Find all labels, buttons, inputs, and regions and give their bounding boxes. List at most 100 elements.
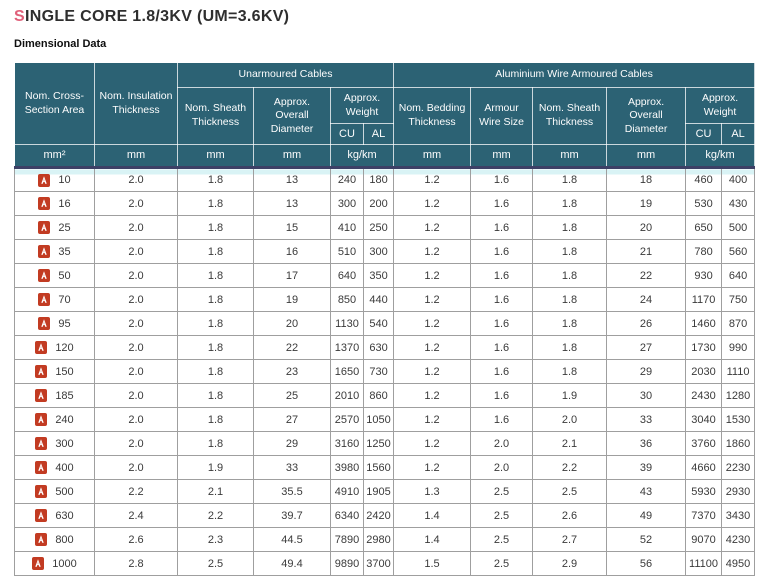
cell: 23 <box>253 359 331 384</box>
pdf-icon[interactable] <box>38 173 51 187</box>
cell: 1.6 <box>470 167 534 192</box>
pdf-icon[interactable] <box>35 437 48 450</box>
header-cross-section-area: Nom. Cross-Section Area <box>14 62 95 145</box>
cell: 2.0 <box>94 359 178 384</box>
cell: 33 <box>253 455 331 480</box>
pdf-icon[interactable] <box>38 269 51 282</box>
cell: 22 <box>253 335 331 360</box>
cell: 1.2 <box>393 383 472 408</box>
cell: 3160 <box>330 431 364 456</box>
cell: 1.2 <box>393 287 472 312</box>
cell: 2.4 <box>94 503 178 528</box>
subheader-al-unarmoured: AL <box>362 123 395 145</box>
pdf-icon[interactable] <box>35 413 48 426</box>
page-title: SINGLE CORE 1.8/3KV (UM=3.6KV) <box>14 8 290 25</box>
cell: 500 <box>721 215 756 240</box>
cell: 2.5 <box>470 551 534 576</box>
cell: 3700 <box>362 551 395 576</box>
pdf-icon[interactable] <box>38 221 51 234</box>
pdf-icon[interactable] <box>35 509 48 522</box>
cell: 1.8 <box>177 215 254 240</box>
cell: 1.2 <box>393 239 472 264</box>
cell: 1.8 <box>532 263 608 288</box>
cell: 640 <box>330 263 364 288</box>
pdf-icon[interactable] <box>35 389 48 402</box>
unit-bedding: mm <box>393 144 472 169</box>
cell: 2.6 <box>94 527 178 552</box>
cell: 510 <box>330 239 364 264</box>
cell: 25 <box>253 383 331 408</box>
cell: 2.9 <box>532 551 608 576</box>
cell: 1.8 <box>532 311 608 336</box>
size-wrap: 10 <box>17 173 92 187</box>
cell: 4660 <box>685 455 723 480</box>
cell: 1860 <box>721 431 756 456</box>
cell: 2430 <box>685 383 723 408</box>
pdf-icon[interactable] <box>38 245 51 258</box>
cell: 730 <box>362 359 395 384</box>
pdf-icon[interactable] <box>35 365 48 378</box>
cell: 440 <box>362 287 395 312</box>
pdf-icon[interactable] <box>32 557 45 570</box>
size-wrap: 630 <box>17 509 92 522</box>
size-value: 300 <box>55 437 74 450</box>
pdf-icon[interactable] <box>35 341 48 354</box>
size-value: 150 <box>55 365 74 378</box>
cell: 17 <box>253 263 331 288</box>
cell: 1.2 <box>393 191 472 216</box>
cell: 860 <box>362 383 395 408</box>
pdf-icon[interactable] <box>35 461 48 474</box>
cell: 1050 <box>362 407 395 432</box>
header-group-armoured: Aluminium Wire Armoured Cables <box>393 62 756 88</box>
cell: 2.2 <box>94 479 178 504</box>
pdf-icon[interactable] <box>38 197 51 210</box>
cell: 13 <box>253 191 331 216</box>
pdf-icon[interactable] <box>38 293 51 306</box>
cell: 240 <box>330 167 364 192</box>
cell: 530 <box>685 191 723 216</box>
cell: 1.6 <box>470 383 534 408</box>
cell: 2.6 <box>532 503 608 528</box>
cell: 2.0 <box>94 311 178 336</box>
cell: 1650 <box>330 359 364 384</box>
cell: 2.0 <box>470 455 534 480</box>
header-armour-wire-size: Armour Wire Size <box>470 87 534 145</box>
cell: 750 <box>721 287 756 312</box>
cell: 1905 <box>362 479 395 504</box>
size-wrap: 70 <box>17 293 92 306</box>
cell: 29 <box>253 431 331 456</box>
cell: 2.5 <box>470 503 534 528</box>
pdf-icon[interactable] <box>35 485 48 498</box>
cell: 1.2 <box>393 167 472 192</box>
cell: 1.3 <box>393 479 472 504</box>
cell-size: 150 <box>14 359 95 384</box>
subheader-al-armoured: AL <box>721 123 756 145</box>
pdf-icon[interactable] <box>35 533 48 546</box>
cell: 1.8 <box>177 191 254 216</box>
table-row: 630 2.4 2.2 39.7 6340 2420 1.4 2.5 2.6 49 7370 3430 <box>14 503 756 528</box>
unit-diameter-unarmoured: mm <box>253 144 331 169</box>
cell: 2.0 <box>94 383 178 408</box>
cell: 1.8 <box>532 167 608 192</box>
pdf-icon[interactable] <box>38 317 51 330</box>
cell: 1.8 <box>177 311 254 336</box>
cell-size: 95 <box>14 311 95 336</box>
unit-weight-armoured: kg/km <box>685 144 756 169</box>
cell-size: 400 <box>14 455 95 480</box>
size-wrap: 185 <box>17 389 92 402</box>
header-insulation-thickness: Nom. Insulation Thickness <box>94 62 178 145</box>
cell: 39 <box>606 455 687 480</box>
cell: 2.1 <box>532 431 608 456</box>
cell: 1170 <box>685 287 723 312</box>
cell: 1.8 <box>532 359 608 384</box>
size-wrap: 35 <box>17 245 92 258</box>
header-overall-diameter-armoured: Approx. Overall Diameter <box>606 87 687 145</box>
header-sheath-thickness-unarmoured: Nom. Sheath Thickness <box>177 87 254 145</box>
size-value: 95 <box>58 317 71 330</box>
size-wrap: 16 <box>17 197 92 210</box>
cell: 2930 <box>721 479 756 504</box>
unit-sheath-armoured: mm <box>532 144 608 169</box>
cell: 1110 <box>721 359 756 384</box>
table-row: 1000 2.8 2.5 49.4 9890 3700 1.5 2.5 2.9 56 11100 49… <box>14 551 756 576</box>
cell: 3040 <box>685 407 723 432</box>
